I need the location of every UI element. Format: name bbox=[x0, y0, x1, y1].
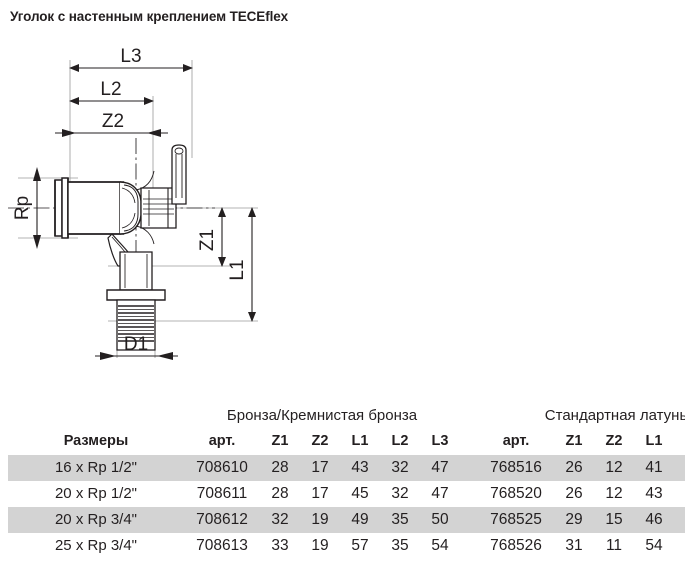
dimension-label-z1: Z1 bbox=[197, 229, 218, 251]
group-header-gap bbox=[460, 404, 478, 428]
cell-z1-brass: 29 bbox=[565, 511, 583, 528]
cell-l3-bronze: 47 bbox=[431, 485, 449, 502]
cell-art-brass: 768520 bbox=[490, 485, 542, 502]
cell-l1-brass: 43 bbox=[645, 485, 663, 502]
column-header-l3-bronze: L3 bbox=[431, 433, 449, 449]
cell-z2-bronze: 19 bbox=[311, 511, 329, 528]
dimension-label-l3: L3 bbox=[120, 46, 141, 67]
cell-z1-bronze: 28 bbox=[271, 459, 289, 476]
table-group-header-row: Бронза/Кремнистая бронза Стандартная лат… bbox=[8, 404, 685, 428]
cell-l1-bronze: 57 bbox=[351, 537, 369, 554]
specification-table-container: Бронза/Кремнистая бронза Стандартная лат… bbox=[0, 404, 685, 563]
cell-z2-bronze: 19 bbox=[311, 537, 329, 554]
page-title: Уголок с настенным креплением TECEflex bbox=[10, 9, 289, 24]
cell-z2-bronze: 17 bbox=[311, 485, 329, 502]
cell-gap bbox=[460, 533, 478, 559]
group-header-brass: Стандартная латунь bbox=[544, 407, 685, 424]
cell-size: 20 x Rp 3/4" bbox=[54, 511, 138, 528]
cell-l3-bronze: 47 bbox=[431, 459, 449, 476]
cell-l2-brass: 27 bbox=[674, 455, 685, 481]
cell-z1-brass: 26 bbox=[565, 459, 583, 476]
table-row[interactable]: 20 x Rp 1/2" 708611 28 17 45 32 47 76852… bbox=[8, 481, 685, 507]
column-header-z2-bronze: Z2 bbox=[311, 433, 329, 449]
dimension-label-d1: D1 bbox=[124, 334, 148, 355]
cell-l2-bronze: 35 bbox=[391, 537, 409, 554]
column-header-l2-bronze: L2 bbox=[391, 433, 409, 449]
cell-z2-brass: 11 bbox=[605, 537, 623, 554]
cell-z1-brass: 31 bbox=[565, 537, 583, 554]
cell-z1-brass: 26 bbox=[565, 485, 583, 502]
table-row[interactable]: 16 x Rp 1/2" 708610 28 17 43 32 47 76851… bbox=[8, 455, 685, 481]
column-header-z2-brass: Z2 bbox=[605, 433, 623, 449]
cell-z2-brass: 15 bbox=[605, 511, 623, 528]
table-row[interactable]: 25 x Rp 3/4" 708613 33 19 57 35 54 76852… bbox=[8, 533, 685, 559]
cell-art-bronze: 708612 bbox=[196, 511, 248, 528]
cell-art-bronze: 708611 bbox=[196, 485, 248, 502]
cell-l2-bronze: 35 bbox=[391, 511, 409, 528]
cell-l1-brass: 54 bbox=[645, 537, 663, 554]
cell-art-bronze: 708613 bbox=[196, 537, 248, 554]
cell-l2-bronze: 32 bbox=[391, 485, 409, 502]
technical-drawing: L3 L2 Z2 Rp Z1 L1 D1 bbox=[0, 38, 320, 388]
group-header-spacer bbox=[8, 404, 184, 428]
table-column-header-row: Размеры арт. Z1 Z2 L1 L2 L3 арт. Z1 Z2 L… bbox=[8, 428, 685, 455]
dimension-label-rp: Rp bbox=[12, 196, 33, 220]
column-header-z1-brass: Z1 bbox=[565, 433, 583, 449]
cell-art-brass: 768526 bbox=[490, 537, 542, 554]
column-header-art-bronze: арт. bbox=[208, 433, 236, 449]
column-header-art-brass: арт. bbox=[502, 433, 530, 449]
column-header-gap bbox=[460, 428, 478, 455]
column-header-l1-brass: L1 bbox=[645, 433, 663, 449]
cell-l1-bronze: 45 bbox=[351, 485, 369, 502]
cell-gap bbox=[460, 507, 478, 533]
cell-size: 20 x Rp 1/2" bbox=[54, 485, 138, 502]
cell-z1-bronze: 32 bbox=[271, 511, 289, 528]
cell-z2-bronze: 17 bbox=[311, 459, 329, 476]
cell-gap bbox=[460, 481, 478, 507]
cell-l1-bronze: 49 bbox=[351, 511, 369, 528]
column-header-size: Размеры bbox=[63, 433, 129, 449]
cell-z2-brass: 12 bbox=[605, 485, 623, 502]
cell-art-brass: 768525 bbox=[490, 511, 542, 528]
cell-size: 25 x Rp 3/4" bbox=[54, 537, 138, 554]
cell-size: 16 x Rp 1/2" bbox=[54, 459, 138, 476]
dimension-label-l2: L2 bbox=[100, 79, 121, 100]
cell-l1-brass: 41 bbox=[645, 459, 663, 476]
cell-z1-bronze: 28 bbox=[271, 485, 289, 502]
group-header-bronze: Бронза/Кремнистая бронза bbox=[226, 407, 418, 424]
cell-l2-brass: 31 bbox=[674, 507, 685, 533]
cell-art-brass: 768516 bbox=[490, 459, 542, 476]
cell-z1-bronze: 33 bbox=[271, 537, 289, 554]
column-header-l1-bronze: L1 bbox=[351, 433, 369, 449]
dimension-label-l1: L1 bbox=[227, 259, 248, 280]
cell-l2-brass: 28 bbox=[674, 533, 685, 559]
column-header-z1-bronze: Z1 bbox=[271, 433, 289, 449]
dimension-label-z2: Z2 bbox=[102, 111, 124, 132]
cell-l1-bronze: 43 bbox=[351, 459, 369, 476]
cell-l3-bronze: 50 bbox=[431, 511, 449, 528]
cell-l2-brass: 27 bbox=[674, 481, 685, 507]
cell-z2-brass: 12 bbox=[605, 459, 623, 476]
specification-table: Бронза/Кремнистая бронза Стандартная лат… bbox=[8, 404, 685, 559]
table-row[interactable]: 20 x Rp 3/4" 708612 32 19 49 35 50 76852… bbox=[8, 507, 685, 533]
cell-l3-bronze: 54 bbox=[431, 537, 449, 554]
cell-l1-brass: 46 bbox=[645, 511, 663, 528]
cell-l2-bronze: 32 bbox=[391, 459, 409, 476]
column-header-l2-brass: L2 bbox=[674, 428, 685, 455]
cell-gap bbox=[460, 455, 478, 481]
cell-art-bronze: 708610 bbox=[196, 459, 248, 476]
